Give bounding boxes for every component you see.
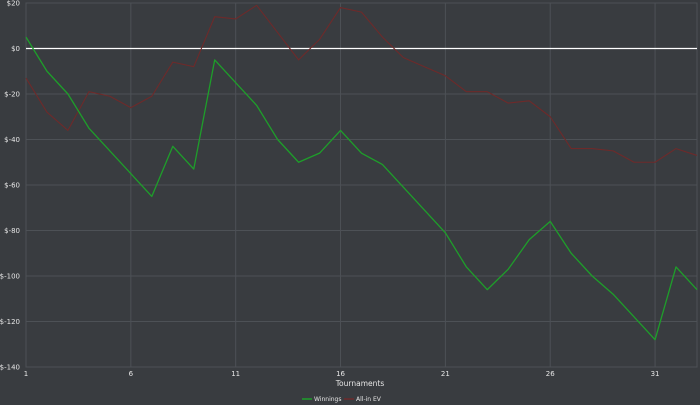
legend-label-winnings: Winnings	[314, 396, 341, 403]
x-tick-label: 21	[441, 370, 450, 378]
y-tick-label: $-100	[0, 273, 20, 281]
y-tick-label: $0	[11, 45, 20, 53]
x-tick-label: 6	[129, 370, 134, 378]
x-axis-title: Tournaments	[335, 379, 385, 388]
y-tick-label: $-20	[4, 91, 20, 99]
x-tick-label: 1	[24, 370, 28, 378]
x-tick-label: 31	[651, 370, 660, 378]
series-layer	[25, 4, 698, 341]
y-axis-ticks: $20 $0 $-20 $-40 $-60 $-80 $-100 $-120 $-140	[0, 0, 20, 372]
y-tick-label: $-40	[4, 136, 20, 144]
series-line-all-in-ev	[25, 4, 698, 163]
y-tick-label: $20	[7, 0, 20, 8]
y-tick-label: $-120	[0, 318, 20, 326]
y-tick-label: $-60	[4, 182, 20, 190]
y-tick-label: $-80	[4, 227, 20, 235]
series-line-winnings	[25, 36, 698, 341]
x-axis-ticks: 1 6 11 16 21 26 31	[24, 370, 660, 378]
legend: Winnings All-in EV	[302, 396, 382, 403]
x-tick-label: 16	[336, 370, 345, 378]
x-tick-label: 11	[231, 370, 240, 378]
y-tick-label: $-140	[0, 364, 20, 372]
x-tick-label: 26	[546, 370, 555, 378]
legend-label-all-in-ev: All-in EV	[356, 396, 382, 403]
